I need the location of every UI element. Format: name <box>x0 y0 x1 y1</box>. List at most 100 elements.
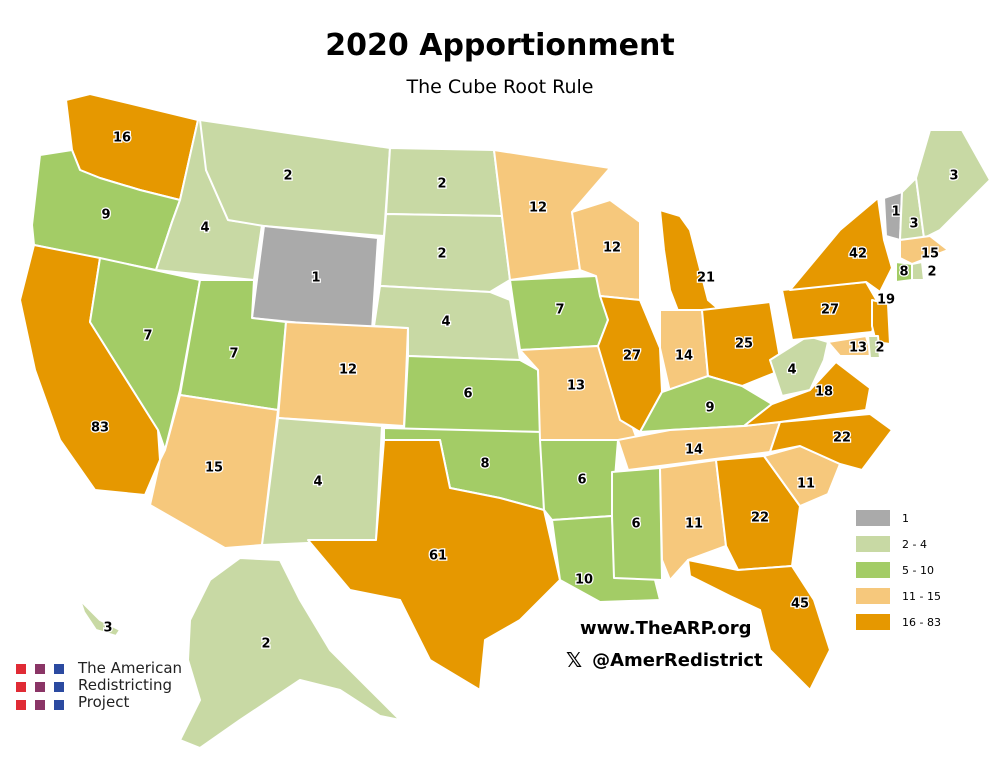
seat-label-mississippi: 6 <box>631 517 640 532</box>
seat-label-arizona: 15 <box>205 461 223 476</box>
seat-label-tennessee: 14 <box>685 443 703 458</box>
seat-label-new-jersey: 19 <box>877 293 895 308</box>
legend-label: 5 - 10 <box>902 563 934 577</box>
seat-label-delaware: 2 <box>875 341 884 356</box>
seat-label-wisconsin: 12 <box>603 241 621 256</box>
logo-dot <box>35 664 45 674</box>
seat-label-nebraska: 4 <box>441 315 450 330</box>
state-alaska <box>179 557 401 749</box>
logo-dot <box>54 682 64 692</box>
legend-label: 1 <box>902 511 909 525</box>
seat-label-maine: 3 <box>949 169 958 184</box>
seat-label-california: 83 <box>91 421 109 436</box>
handle-text: @AmerRedistrict <box>592 649 763 671</box>
state-delaware <box>867 335 881 359</box>
legend: 1 2 - 4 5 - 10 11 - 15 16 - 83 <box>856 505 941 635</box>
logo-line-3: Project <box>78 693 130 711</box>
website-text: www.TheARP.org <box>580 618 752 639</box>
seat-label-arkansas: 6 <box>577 473 586 488</box>
logo-dots-icon <box>16 664 64 711</box>
state-kansas <box>403 355 543 433</box>
state-maine <box>915 129 991 239</box>
logo-line-1: The American <box>78 659 183 677</box>
map-title: 2020 Apportionment <box>325 28 675 63</box>
seat-label-south-carolina: 11 <box>797 477 815 492</box>
x-logo-icon: 𝕏 <box>566 648 583 672</box>
seat-label-hawaii: 3 <box>103 621 112 636</box>
legend-item: 11 - 15 <box>856 583 941 609</box>
seat-label-pennsylvania: 27 <box>821 303 839 318</box>
social-handle: 𝕏 @AmerRedistrict <box>566 648 763 672</box>
seat-label-alabama: 11 <box>685 517 703 532</box>
state-ohio <box>701 301 783 387</box>
seat-label-vermont: 1 <box>891 205 900 220</box>
seat-label-ohio: 25 <box>735 337 753 352</box>
seat-label-michigan: 21 <box>697 271 715 286</box>
state-florida <box>687 559 831 691</box>
seat-label-wyoming: 1 <box>311 271 320 286</box>
legend-item: 16 - 83 <box>856 609 941 635</box>
state-texas <box>307 439 561 691</box>
seat-label-iowa: 7 <box>555 303 564 318</box>
seat-label-texas: 61 <box>429 549 447 564</box>
seat-label-montana: 2 <box>283 169 292 184</box>
state-mississippi <box>611 467 663 581</box>
seat-label-south-dakota: 2 <box>437 247 446 262</box>
seat-label-florida: 45 <box>791 597 809 612</box>
logo-dot <box>16 664 26 674</box>
seat-label-maryland: 13 <box>849 341 867 356</box>
legend-swatch <box>856 588 890 604</box>
seat-label-alaska: 2 <box>261 637 270 652</box>
seat-label-oklahoma: 8 <box>480 457 489 472</box>
logo-line-2: Redistricting <box>78 676 173 694</box>
legend-label: 2 - 4 <box>902 537 927 551</box>
state-hawaii <box>79 599 121 637</box>
state-massachusetts <box>899 235 949 265</box>
seat-label-new-mexico: 4 <box>313 475 322 490</box>
seat-label-north-carolina: 22 <box>833 431 851 446</box>
arp-logo: The American Redistricting Project <box>16 660 182 711</box>
state-virginia <box>743 361 871 427</box>
logo-dot <box>54 664 64 674</box>
logo-text: The American Redistricting Project <box>78 660 182 711</box>
seat-label-west-virginia: 4 <box>787 363 796 378</box>
seat-label-kentucky: 9 <box>705 401 714 416</box>
seat-label-georgia: 22 <box>751 511 769 526</box>
state-new-jersey <box>871 299 891 345</box>
seat-label-massachusetts: 15 <box>921 247 939 262</box>
seat-label-colorado: 12 <box>339 363 357 378</box>
state-south-dakota <box>379 213 511 293</box>
legend-swatch <box>856 562 890 578</box>
seat-label-washington: 16 <box>113 131 131 146</box>
seat-label-new-hampshire: 3 <box>909 217 918 232</box>
map-subtitle: The Cube Root Rule <box>406 76 594 98</box>
logo-dot <box>16 700 26 710</box>
legend-label: 11 - 15 <box>902 589 941 603</box>
seat-label-rhode-island: 2 <box>927 265 936 280</box>
legend-swatch <box>856 536 890 552</box>
legend-item: 5 - 10 <box>856 557 941 583</box>
seat-label-indiana: 14 <box>675 349 693 364</box>
seat-label-new-york: 42 <box>849 247 867 262</box>
seat-label-kansas: 6 <box>463 387 472 402</box>
seat-label-virginia: 18 <box>815 385 833 400</box>
state-montana <box>199 119 391 237</box>
seat-label-connecticut: 8 <box>899 265 908 280</box>
seat-label-oregon: 9 <box>101 208 110 223</box>
seat-label-north-dakota: 2 <box>437 177 446 192</box>
state-new-york <box>789 197 893 293</box>
logo-dot <box>35 682 45 692</box>
seat-label-utah: 7 <box>229 347 238 362</box>
logo-dot <box>54 700 64 710</box>
state-rhode-island <box>911 261 925 281</box>
seat-label-idaho: 4 <box>200 221 209 236</box>
seat-label-illinois: 27 <box>623 349 641 364</box>
legend-swatch <box>856 510 890 526</box>
logo-dot <box>35 700 45 710</box>
seat-label-nevada: 7 <box>143 329 152 344</box>
legend-item: 2 - 4 <box>856 531 941 557</box>
state-michigan <box>659 209 723 317</box>
seat-label-minnesota: 12 <box>529 201 547 216</box>
logo-dot <box>16 682 26 692</box>
